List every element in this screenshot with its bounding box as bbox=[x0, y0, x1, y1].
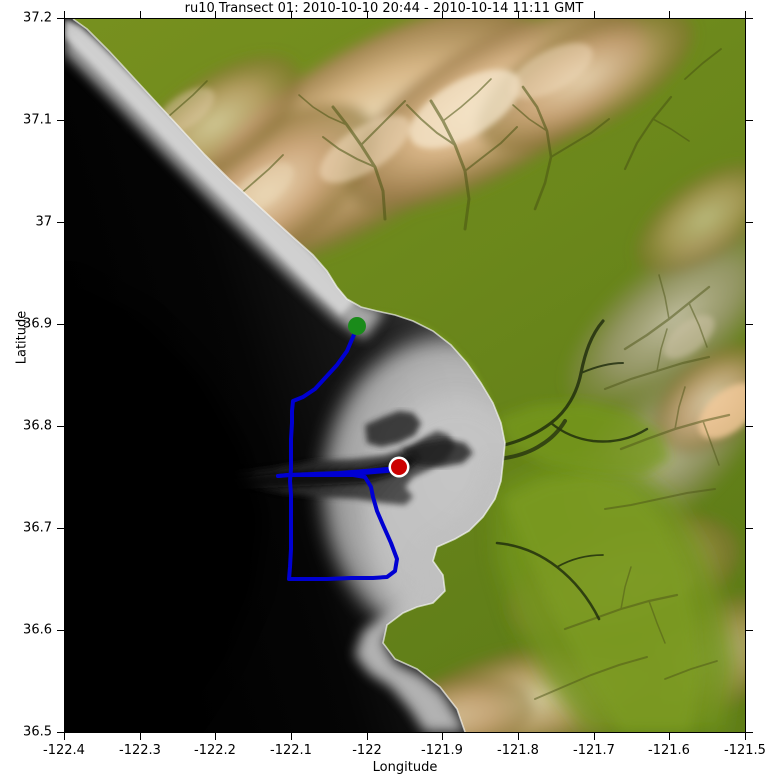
y-tick-mark-right bbox=[746, 18, 753, 19]
y-tick-mark-right bbox=[746, 630, 753, 631]
y-tick-mark-right bbox=[746, 222, 753, 223]
x-tick-label: -121.6 bbox=[648, 743, 690, 758]
y-tick-mark bbox=[57, 324, 64, 325]
y-tick-mark-right bbox=[746, 426, 753, 427]
x-tick-mark bbox=[291, 733, 292, 740]
figure-title: ru10 Transect 01: 2010-10-10 20:44 - 201… bbox=[184, 1, 584, 16]
x-tick-label: -122.3 bbox=[119, 743, 161, 758]
glider-track-layer bbox=[276, 325, 401, 581]
x-tick-label: -122.1 bbox=[270, 743, 312, 758]
y-tick-label: 37.1 bbox=[23, 112, 52, 128]
x-tick-mark bbox=[745, 733, 746, 740]
y-tick-mark bbox=[57, 528, 64, 529]
y-tick-mark-right bbox=[746, 324, 753, 325]
x-tick-mark-top bbox=[140, 11, 141, 18]
y-tick-mark bbox=[57, 120, 64, 121]
x-tick-label: -121.7 bbox=[573, 743, 615, 758]
glider-track-return bbox=[276, 466, 401, 478]
x-tick-mark-top bbox=[518, 11, 519, 18]
x-tick-mark-top bbox=[594, 11, 595, 18]
x-tick-mark bbox=[442, 733, 443, 740]
y-tick-mark bbox=[57, 732, 64, 733]
y-tick-label: 37.2 bbox=[23, 10, 52, 26]
x-tick-mark bbox=[215, 733, 216, 740]
track-end-marker[interactable] bbox=[391, 459, 407, 475]
x-tick-mark bbox=[64, 733, 65, 740]
x-axis-title: Longitude bbox=[372, 760, 438, 775]
x-tick-mark bbox=[594, 733, 595, 740]
y-tick-mark bbox=[57, 426, 64, 427]
y-tick-label: 36.7 bbox=[23, 520, 52, 536]
x-tick-mark-top bbox=[64, 11, 65, 18]
y-tick-mark bbox=[57, 630, 64, 631]
y-axis-title: Latitude bbox=[14, 310, 30, 365]
y-tick-label: 36.6 bbox=[23, 622, 52, 638]
x-tick-label: -121.9 bbox=[421, 743, 463, 758]
track-start-marker[interactable] bbox=[348, 317, 366, 335]
y-tick-mark-right bbox=[746, 732, 753, 733]
x-tick-mark bbox=[140, 733, 141, 740]
y-tick-label: 36.8 bbox=[23, 418, 52, 434]
x-tick-mark-top bbox=[291, 11, 292, 18]
y-tick-mark-right bbox=[746, 528, 753, 529]
x-tick-mark-top bbox=[745, 11, 746, 18]
x-tick-mark bbox=[518, 733, 519, 740]
x-tick-mark-top bbox=[215, 11, 216, 18]
y-tick-label: 37 bbox=[35, 214, 52, 230]
x-tick-label: -122.4 bbox=[43, 743, 85, 758]
x-tick-label: -122 bbox=[352, 743, 382, 758]
x-tick-mark bbox=[669, 733, 670, 740]
y-tick-label: 36.5 bbox=[23, 724, 52, 740]
x-tick-mark-top bbox=[367, 11, 368, 18]
coastline bbox=[72, 19, 506, 732]
x-tick-mark-top bbox=[669, 11, 670, 18]
x-tick-mark bbox=[367, 733, 368, 740]
map-canvas bbox=[65, 19, 745, 732]
map-plot-area[interactable] bbox=[64, 18, 746, 733]
y-tick-mark-right bbox=[746, 120, 753, 121]
x-tick-label: -121.8 bbox=[497, 743, 539, 758]
y-tick-mark bbox=[57, 18, 64, 19]
y-tick-label: 36.9 bbox=[23, 316, 52, 332]
y-tick-mark bbox=[57, 222, 64, 223]
x-tick-label: -122.2 bbox=[194, 743, 236, 758]
x-tick-mark-top bbox=[442, 11, 443, 18]
x-tick-label: -121.5 bbox=[724, 743, 766, 758]
